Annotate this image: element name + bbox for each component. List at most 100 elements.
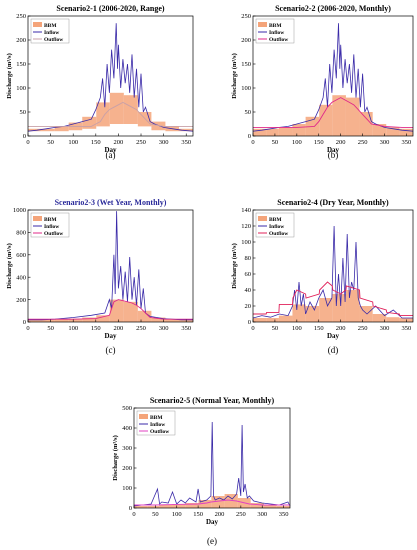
bbm-bar — [159, 505, 173, 508]
legend-label: Inflow — [269, 30, 284, 36]
outflow-line — [253, 281, 413, 317]
bbm-bar — [319, 104, 333, 136]
x-tick-label: 350 — [181, 325, 191, 332]
x-tick-label: 250 — [358, 139, 368, 146]
bbm-bar — [54, 126, 69, 132]
panel-5: Scenario2-5 (Normal Year, Monthly) 0 50 100… — [112, 396, 291, 546]
x-axis-label: Day — [104, 332, 117, 340]
legend-swatch-bbm — [258, 216, 267, 221]
y-tick-label: 500 — [122, 405, 132, 412]
x-tick-label: 100 — [292, 139, 302, 146]
bbm-bar — [278, 315, 293, 322]
bbm-bar — [147, 506, 160, 508]
bbm-bar — [386, 317, 400, 322]
bbm-bar — [172, 504, 186, 508]
x-tick-label: 150 — [193, 511, 203, 518]
y-tick-label: 1000 — [13, 207, 26, 214]
inflow-line — [252, 23, 414, 132]
x-tick-label: 300 — [380, 325, 390, 332]
y-axis-label: Discharge (m³/s) — [6, 243, 13, 288]
y-tick-label: 50 — [245, 109, 252, 116]
legend-label: Inflow — [44, 30, 59, 36]
legend-label: Outflow — [269, 231, 288, 237]
legend-label: BBM — [44, 23, 57, 29]
y-tick-label: 200 — [122, 465, 132, 472]
bbm-bar — [278, 127, 293, 136]
bbm-bar — [137, 310, 152, 322]
panel-3: Scenario2-3 (Wet Year, Monthly) 0 50 100 150… — [6, 198, 194, 355]
bbm-bar — [42, 319, 55, 322]
legend-label: Outflow — [44, 231, 63, 237]
bbm-bar — [109, 299, 124, 322]
bbm-bar — [28, 319, 43, 322]
legend-label: Outflow — [150, 429, 169, 435]
bbm-bar — [399, 128, 413, 136]
x-tick-label: 250 — [136, 139, 146, 146]
chart-title: Scenario2-4 (Dry Year, Monthly) — [277, 198, 389, 207]
y-tick-label: 250 — [241, 13, 251, 20]
bbm-bar — [54, 319, 69, 322]
x-tick-label: 350 — [402, 325, 412, 332]
bbm-bar — [250, 503, 264, 508]
y-tick-label: 100 — [241, 239, 251, 246]
chart-title: Scenario2-1 (2006-2020, Range) — [56, 4, 165, 13]
inflow-line — [28, 211, 193, 321]
x-tick-label: 150 — [91, 325, 101, 332]
y-tick-label: 0 — [23, 319, 26, 326]
bbm-bar — [109, 92, 124, 124]
panel-1: Scenario2-1 (2006-2020, Range) 0 50 100 150 2… — [6, 4, 194, 160]
outflow-line — [134, 499, 290, 506]
chart-title: Scenario2-2 (2006-2020, Monthly) — [275, 4, 391, 13]
bbm-bar — [292, 304, 306, 322]
x-axis-label: Day — [327, 146, 340, 154]
y-axis-label: Discharge (m³/s) — [112, 435, 119, 480]
legend-label: BBM — [150, 415, 163, 421]
x-tick-label: 50 — [272, 139, 279, 146]
bbm-bar — [198, 500, 212, 508]
y-tick-label: 120 — [241, 223, 251, 230]
x-tick-label: 0 — [251, 325, 254, 332]
legend-label: Inflow — [269, 224, 284, 230]
outflow-line — [28, 101, 193, 127]
x-tick-label: 200 — [336, 325, 346, 332]
y-tick-label: 250 — [16, 13, 26, 20]
bbm-bar — [96, 102, 110, 127]
y-tick-label: 20 — [245, 303, 252, 310]
y-tick-label: 0 — [248, 319, 251, 326]
panel-2: Scenario2-2 (2006-2020, Monthly) 0 50 100 15… — [231, 4, 414, 160]
bbm-bar — [224, 494, 238, 508]
legend-label: Outflow — [269, 37, 288, 43]
y-tick-label: 300 — [122, 445, 132, 452]
bbm-bar — [151, 317, 166, 322]
y-tick-label: 600 — [16, 252, 26, 259]
y-tick-label: 200 — [241, 37, 251, 44]
x-tick-label: 150 — [91, 139, 101, 146]
bbm-bar — [263, 505, 277, 508]
bbm-bar — [372, 314, 387, 322]
bbm-bar — [68, 318, 83, 322]
y-tick-label: 800 — [16, 230, 26, 237]
x-tick-label: 100 — [68, 325, 78, 332]
y-tick-label: 40 — [245, 287, 252, 294]
x-tick-label: 0 — [132, 511, 135, 518]
y-tick-label: 60 — [245, 271, 252, 278]
y-tick-label: 200 — [16, 37, 26, 44]
panel-label: (c) — [106, 345, 116, 355]
y-tick-label: 150 — [241, 61, 251, 68]
bbm-bar — [359, 112, 373, 136]
bbm-bar — [305, 306, 320, 322]
axes-frame — [27, 209, 194, 323]
legend-swatch-bbm — [139, 414, 148, 419]
x-tick-label: 350 — [279, 511, 289, 518]
bbm-bar — [253, 128, 267, 136]
chart-title: Scenario2-3 (Wet Year, Monthly) — [55, 198, 167, 207]
bbm-bar — [253, 318, 267, 322]
x-tick-label: 50 — [47, 139, 54, 146]
axes-frame — [133, 407, 291, 509]
bbm-bar — [266, 128, 279, 136]
x-tick-label: 200 — [215, 511, 225, 518]
x-axis-label: Day — [104, 146, 117, 154]
